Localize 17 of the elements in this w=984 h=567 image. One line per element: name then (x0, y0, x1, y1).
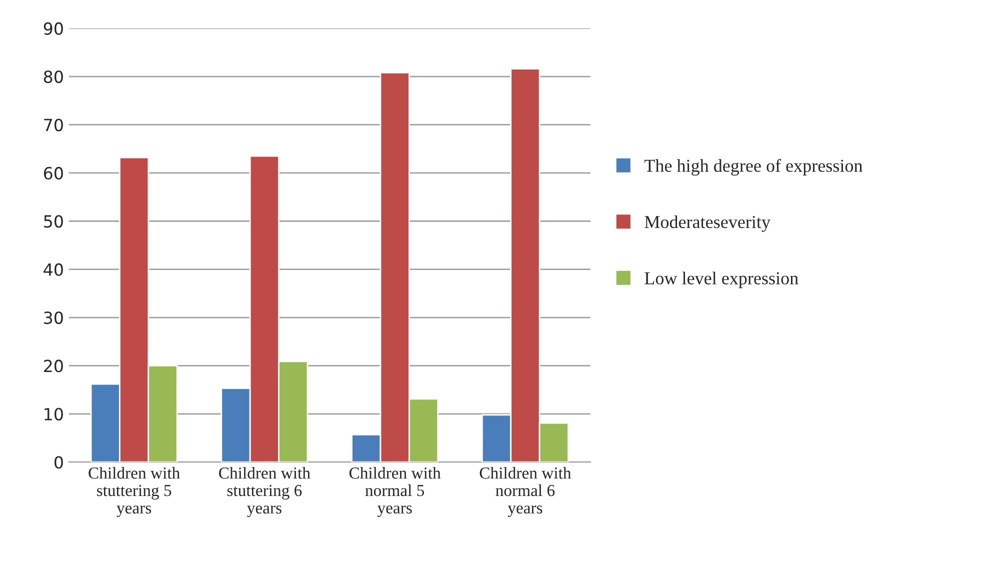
legend-label: Low level expression (644, 272, 798, 288)
legend-label: Moderateseverity (644, 215, 770, 232)
y-tick-label: 20 (44, 360, 63, 372)
y-tick-label: 0 (54, 456, 63, 469)
x-tick-label: Children with normal 6 years (480, 466, 572, 517)
x-tick-label: Children with stuttering 6 years (219, 466, 310, 518)
y-tick-label: 80 (44, 70, 63, 84)
x-tick-label: Children with stuttering 5 years (88, 466, 180, 518)
x-tick-label: Children with normal 5 years (349, 466, 441, 517)
y-tick-label: 70 (44, 118, 63, 132)
legend-label: The high degree of expression (644, 159, 862, 176)
y-tick-label: 60 (44, 166, 63, 180)
y-tick-label: 30 (44, 311, 63, 324)
y-tick-label: 50 (44, 215, 63, 228)
y-tick-label: 40 (44, 263, 63, 276)
y-tick-label: 90 (44, 22, 63, 35)
y-tick-label: 10 (44, 408, 63, 420)
